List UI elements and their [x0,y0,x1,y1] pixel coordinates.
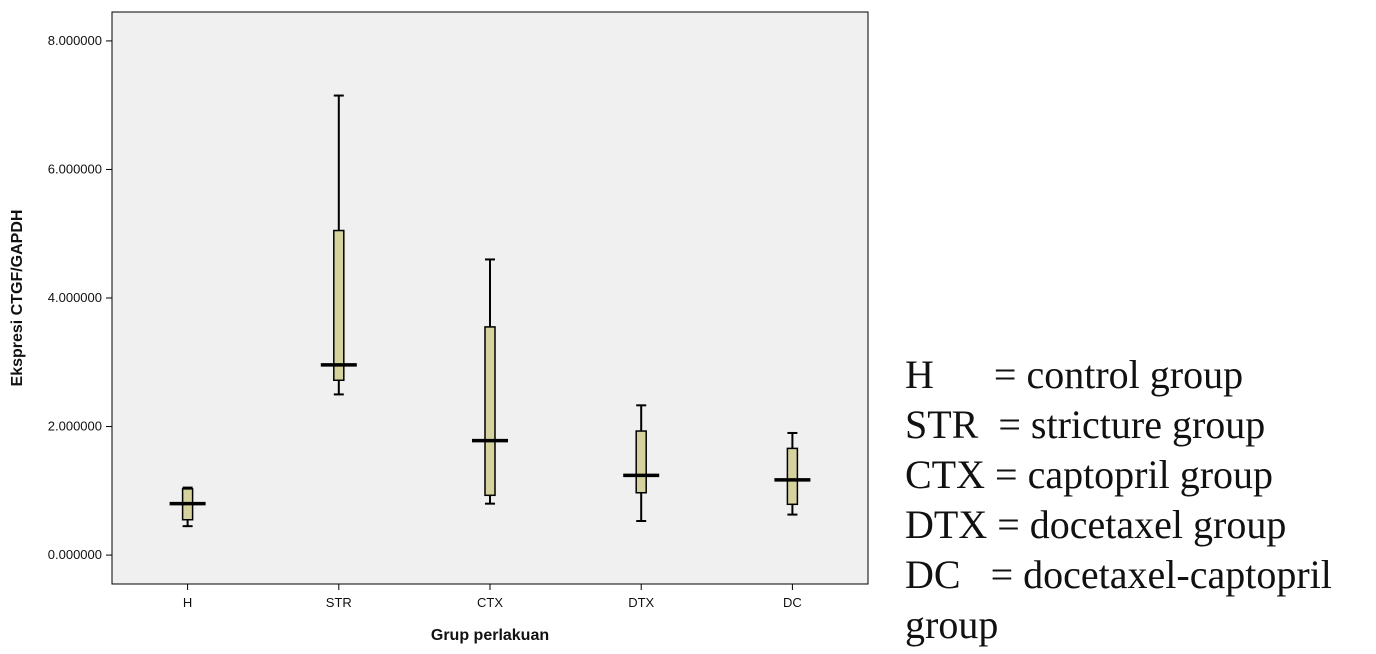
boxplot-chart: 0.000000 2.000000 4.000000 6.000000 8.000000… [9,11,869,644]
legend-desc: group [905,602,999,647]
legend-abbr: H [905,352,934,397]
legend-desc: control group [1026,352,1244,397]
legend-row: CTX = captopril group [905,450,1332,500]
y-tick-label: 2.000000 [48,419,102,434]
legend-separator: = [985,452,1028,497]
y-tick-label: 8.000000 [48,33,102,48]
iqr-box [635,430,647,494]
y-axis-title: Ekspresi CTGF/GAPDH [9,210,26,387]
x-tick-label: STR [326,595,352,610]
legend-desc: docetaxel-captopril [1023,552,1332,597]
legend-desc: docetaxel group [1029,502,1287,547]
box-str [320,94,357,396]
legend-separator: = [987,502,1030,547]
x-axis-title: Grup perlakuan [431,627,549,644]
legend-row: STR = stricture group [905,400,1332,450]
iqr-box [484,326,496,497]
legend-desc: captopril group [1027,452,1274,497]
iqr-box [333,229,345,382]
legend-separator: = [960,552,1024,597]
x-tick-label: H [183,595,192,610]
x-tick-label: CTX [477,595,503,610]
legend-desc: stricture group [1030,402,1266,447]
group-legend: H = control group STR = stricture group … [905,350,1332,650]
box-dtx [623,404,660,523]
legend-row: H = control group [905,350,1332,400]
y-tick-label: 4.000000 [48,290,102,305]
box-h [169,486,206,528]
x-tick-label: DC [783,595,802,610]
iqr-box [786,447,799,506]
legend-row: DTX = docetaxel group [905,500,1332,550]
x-axis: H STR CTX DTX DC [183,584,802,610]
legend-row: group [905,600,1332,650]
y-axis: 0.000000 2.000000 4.000000 6.000000 8.000000 [48,33,112,562]
legend-abbr: DC [905,552,961,597]
legend-row: DC = docetaxel-captopril [905,550,1332,600]
y-tick-label: 0.000000 [48,547,102,562]
legend-separator: = [933,352,1027,397]
legend-separator: = [978,402,1031,447]
box-ctx [472,258,508,505]
legend-abbr: STR [905,402,979,447]
y-tick-label: 6.000000 [48,161,102,176]
legend-abbr: DTX [905,502,988,547]
legend-abbr: CTX [905,452,985,497]
box-series [169,94,811,528]
box-dc [774,431,811,516]
x-tick-label: DTX [628,595,654,610]
